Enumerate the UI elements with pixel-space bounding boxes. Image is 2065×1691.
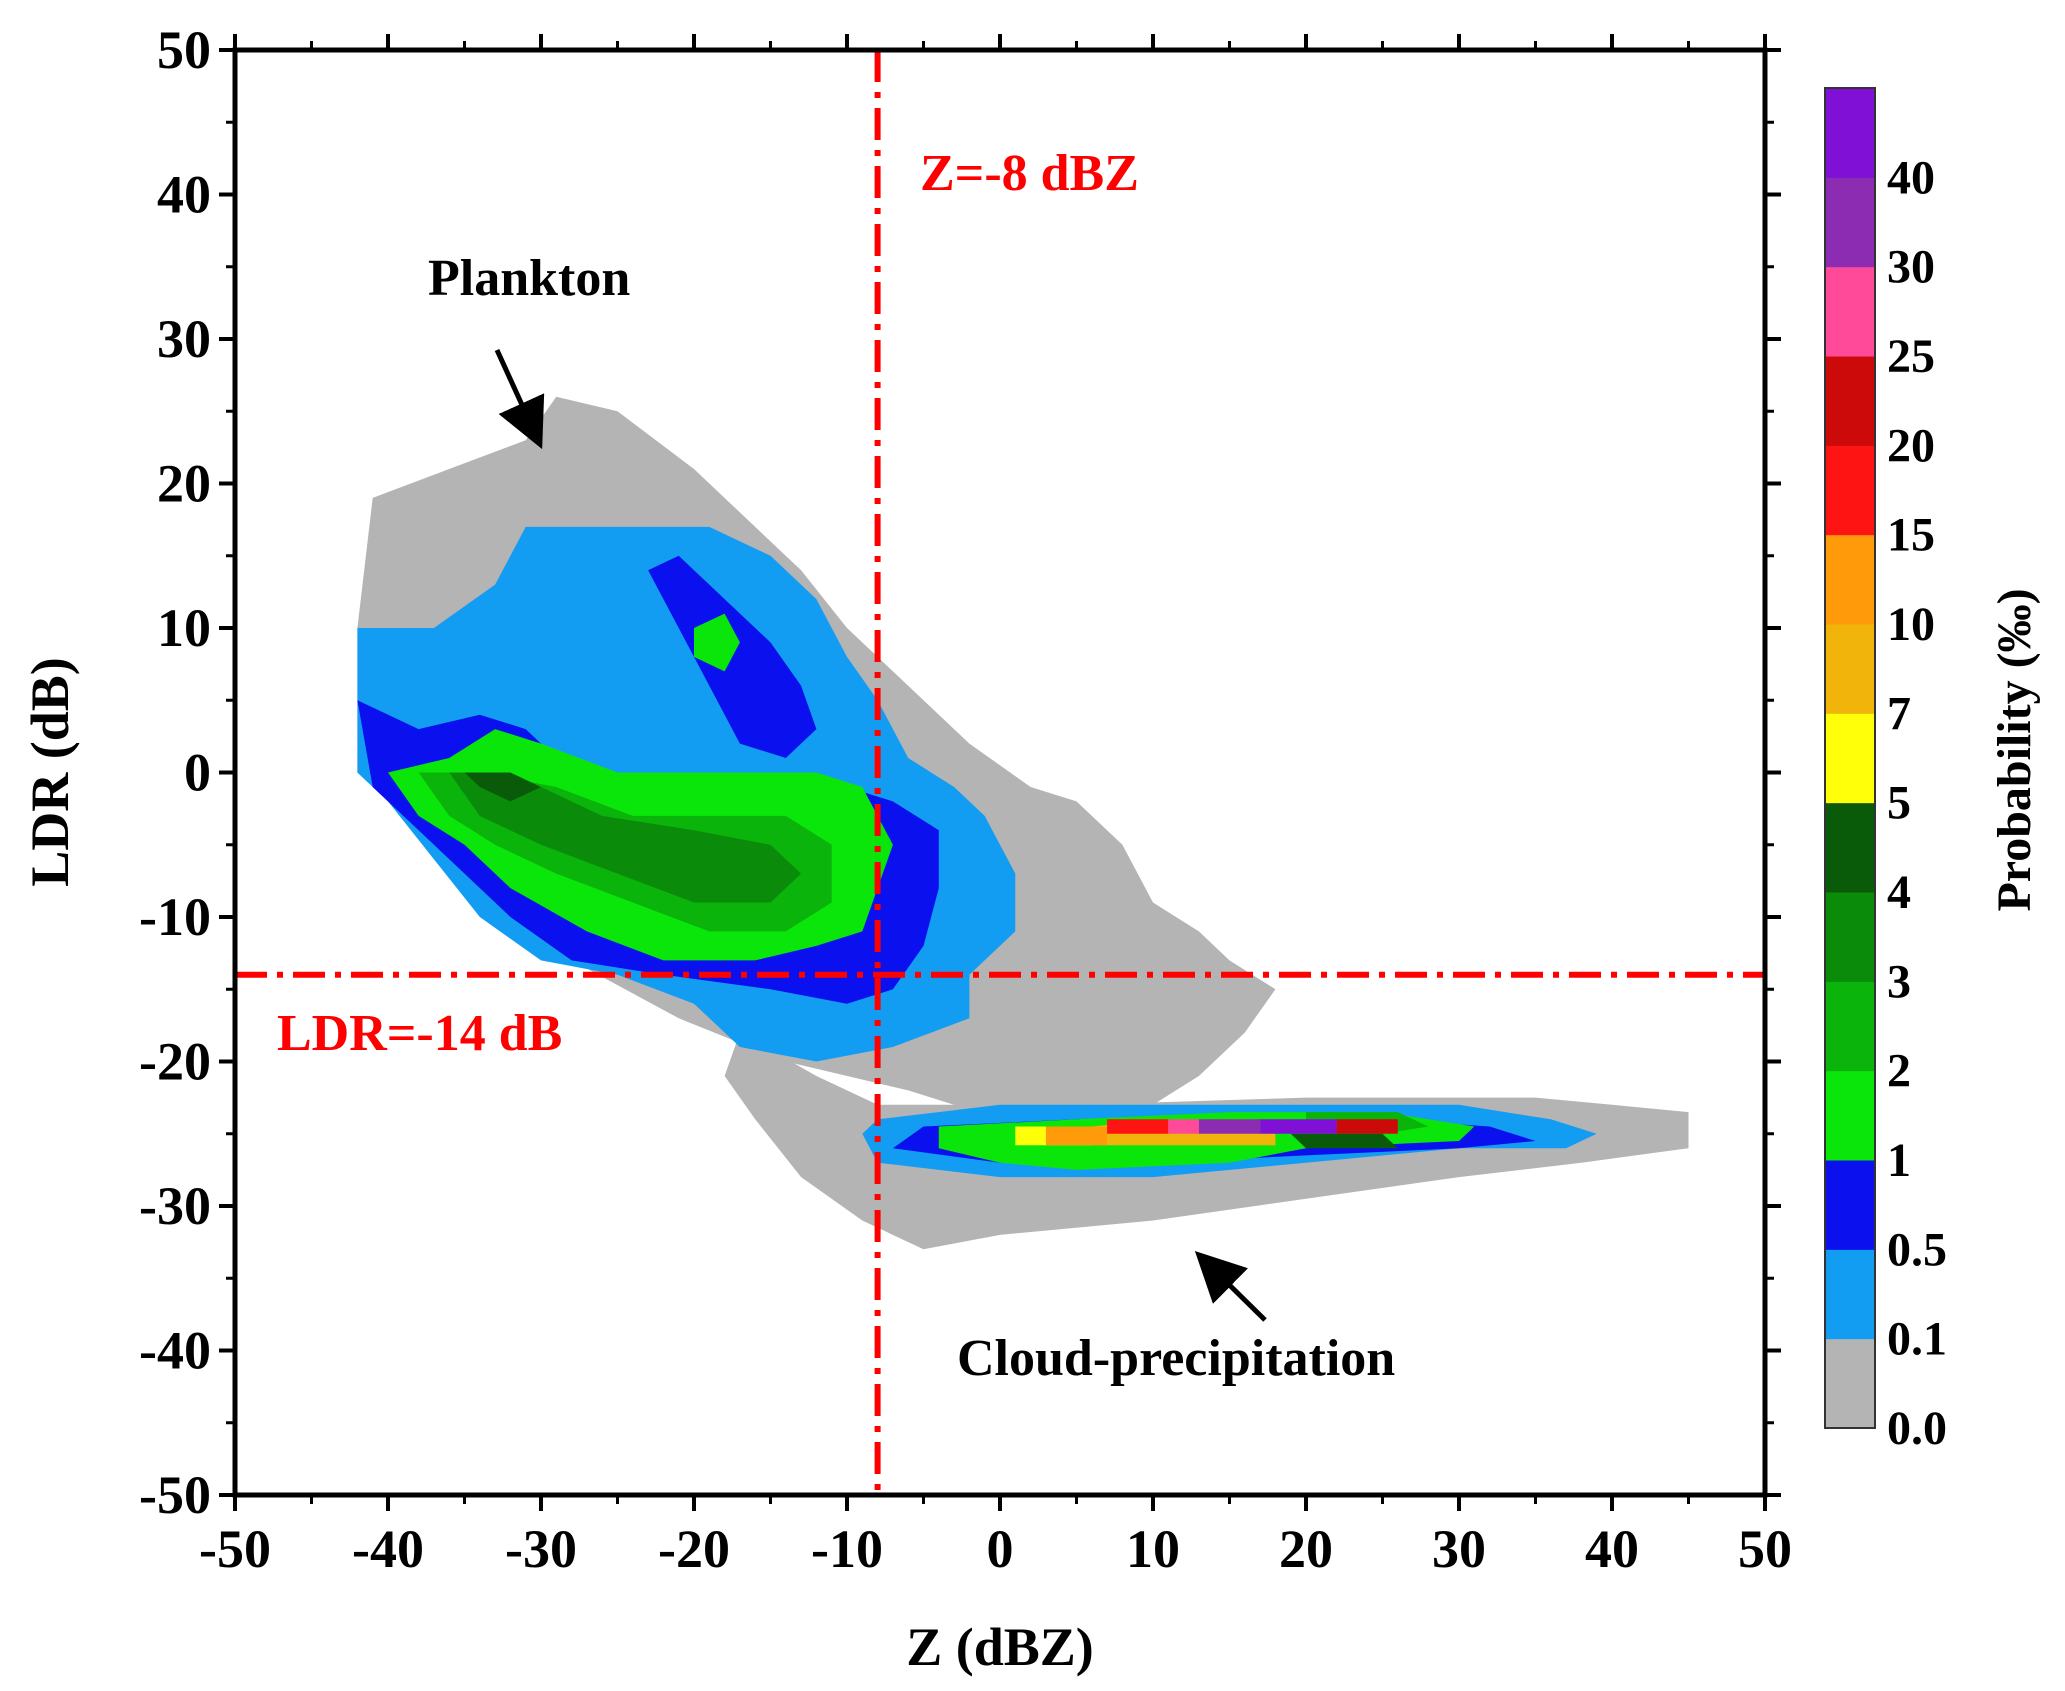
heat-region-plankton-core bbox=[464, 772, 541, 802]
colorbar-label: Probability (‰) bbox=[1988, 588, 2041, 911]
y-tick-label: 50 bbox=[157, 20, 211, 80]
colorbar-swatch bbox=[1825, 1249, 1875, 1340]
y-tick-label: 40 bbox=[157, 165, 211, 225]
y-tick-label: -50 bbox=[139, 1465, 211, 1525]
heat-region-cloud-purple bbox=[1198, 1119, 1261, 1134]
y-tick-label: -20 bbox=[139, 1032, 211, 1092]
x-tick-label: 20 bbox=[1279, 1519, 1333, 1579]
y-tick-label: -30 bbox=[139, 1176, 211, 1236]
colorbar-tick-label: 0.1 bbox=[1887, 1313, 1947, 1366]
x-tick-label: 30 bbox=[1432, 1519, 1486, 1579]
colorbar-tick-label: 25 bbox=[1887, 330, 1935, 383]
x-axis-ticks: -50 -40 -30 -20 -10 0 10 20 30 40 50 bbox=[199, 34, 1792, 1579]
colorbar-swatch bbox=[1825, 713, 1875, 804]
colorbar-swatch bbox=[1825, 177, 1875, 268]
colorbar-tick-label: 3 bbox=[1887, 955, 1911, 1008]
x-tick-label: 10 bbox=[1126, 1519, 1180, 1579]
colorbar-tick-label: 1 bbox=[1887, 1134, 1911, 1187]
heat-region-cloud-dark-green bbox=[1290, 1133, 1398, 1149]
plankton-annotation: Plankton bbox=[428, 250, 630, 450]
colorbar-swatch bbox=[1825, 356, 1875, 446]
y-tick-label: -40 bbox=[139, 1321, 211, 1381]
colorbar-swatch bbox=[1825, 802, 1875, 893]
y-tick-label: 20 bbox=[157, 454, 211, 514]
colorbar-swatch bbox=[1825, 1160, 1875, 1250]
x-tick-label: 50 bbox=[1738, 1519, 1792, 1579]
x-tick-label: -50 bbox=[199, 1519, 271, 1579]
colorbar-tick-label: 7 bbox=[1887, 687, 1911, 740]
x-axis-label: Z (dBZ) bbox=[906, 1617, 1094, 1677]
x-tick-label: -20 bbox=[658, 1519, 730, 1579]
colorbar-tick-label: 20 bbox=[1887, 419, 1935, 472]
colorbar-swatch bbox=[1825, 624, 1875, 714]
threshold-lines bbox=[235, 50, 1765, 1495]
colorbar-tick-label: 40 bbox=[1887, 151, 1935, 204]
colorbar-swatch bbox=[1825, 892, 1875, 982]
colorbar-tick-label: 2 bbox=[1887, 1045, 1911, 1098]
heatmap-regions bbox=[357, 396, 1689, 1250]
y-axis-label: LDR (dB) bbox=[20, 657, 80, 887]
x-tick-label: -30 bbox=[505, 1519, 577, 1579]
y-tick-label: 30 bbox=[157, 309, 211, 369]
colorbar: 0.0 0.1 0.5 1 2 3 4 5 7 10 15 20 25 30 40 bbox=[1824, 87, 1947, 1455]
horizontal-threshold-label: LDR=-14 dB bbox=[277, 1005, 562, 1062]
colorbar-swatch bbox=[1825, 981, 1875, 1072]
vertical-threshold-label: Z=-8 dBZ bbox=[920, 145, 1139, 202]
colorbar-tick-label: 10 bbox=[1887, 598, 1935, 651]
y-tick-label: 10 bbox=[157, 598, 211, 658]
heat-region-cloud-red bbox=[1107, 1119, 1169, 1134]
heat-region-plankton-green-spot bbox=[694, 613, 740, 672]
colorbar-tick-label: 0.5 bbox=[1887, 1223, 1947, 1276]
y-tick-label: -10 bbox=[139, 887, 211, 947]
x-tick-label: 40 bbox=[1585, 1519, 1639, 1579]
y-tick-label: 0 bbox=[184, 743, 211, 803]
heat-region-plankton-dark-green bbox=[449, 772, 802, 903]
colorbar-tick-label: 15 bbox=[1887, 509, 1935, 562]
x-tick-label: -10 bbox=[811, 1519, 883, 1579]
colorbar-swatch bbox=[1825, 88, 1875, 178]
colorbar-tick-label: 30 bbox=[1887, 241, 1935, 294]
colorbar-swatch bbox=[1825, 1338, 1875, 1429]
plankton-label: Plankton bbox=[428, 250, 630, 307]
colorbar-tick-label: 0.0 bbox=[1887, 1402, 1947, 1455]
colorbar-tick-label: 5 bbox=[1887, 777, 1911, 830]
cloud-precipitation-annotation: Cloud-precipitation bbox=[957, 1250, 1395, 1387]
heat-region-cloud-pink bbox=[1168, 1119, 1199, 1134]
plankton-arrow bbox=[494, 348, 545, 450]
heat-region-cloud-violet bbox=[1260, 1119, 1337, 1134]
x-tick-label: -40 bbox=[352, 1519, 424, 1579]
x-tick-label: 0 bbox=[987, 1519, 1014, 1579]
cloud-precipitation-label: Cloud-precipitation bbox=[957, 1330, 1395, 1387]
colorbar-swatch bbox=[1825, 1070, 1875, 1161]
heat-region-cloud-dark-red bbox=[1336, 1119, 1398, 1134]
heat-region-cloud-orange bbox=[1045, 1126, 1108, 1146]
colorbar-frame bbox=[1824, 87, 1876, 1429]
colorbar-swatch bbox=[1825, 266, 1875, 357]
cloud-precipitation-arrow bbox=[1194, 1250, 1267, 1322]
colorbar-swatch bbox=[1825, 534, 1875, 625]
colorbar-tick-label: 4 bbox=[1887, 866, 1911, 919]
y-axis-ticks: -50 -40 -30 -20 -10 0 10 20 30 40 50 bbox=[139, 20, 1781, 1525]
colorbar-swatch bbox=[1825, 445, 1875, 536]
